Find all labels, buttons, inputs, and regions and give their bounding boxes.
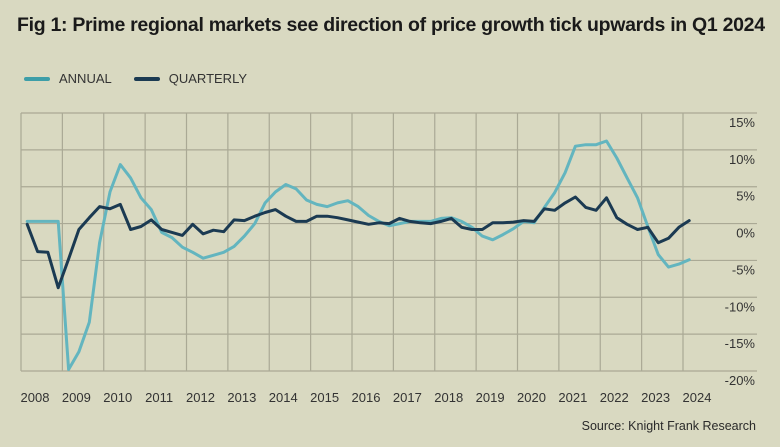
y-tick-label: 10%: [729, 152, 755, 167]
y-axis-ticks: 15% 10% 5% 0% -5% -10% -15% -20%: [725, 115, 756, 388]
source-note: Source: Knight Frank Research: [581, 419, 756, 433]
x-tick-label: 2015: [310, 390, 339, 405]
x-tick-label: 2019: [476, 390, 505, 405]
x-tick-label: 2009: [62, 390, 91, 405]
x-tick-label: 2008: [21, 390, 50, 405]
x-tick-label: 2014: [269, 390, 298, 405]
x-tick-label: 2017: [393, 390, 422, 405]
x-axis-ticks: 2008 2009 2010 2011 2012 2013 2014 2015 2016 2017…: [21, 390, 712, 405]
series-line-annual: [25, 139, 691, 371]
legend-label-annual: ANNUAL: [59, 71, 112, 86]
x-tick-label: 2020: [517, 390, 546, 405]
series-lines: [25, 139, 691, 371]
gridlines: [20, 112, 757, 372]
x-tick-label: 2018: [434, 390, 463, 405]
series-line-quarterly: [25, 195, 691, 290]
x-tick-label: 2011: [145, 390, 173, 405]
legend-swatch-annual: [24, 76, 50, 81]
x-tick-label: 2012: [186, 390, 215, 405]
x-tick-label: 2016: [352, 390, 381, 405]
x-tick-label: 2010: [103, 390, 132, 405]
y-tick-label: 15%: [729, 115, 755, 130]
y-tick-label: 0%: [736, 226, 755, 241]
legend-item-quarterly: QUARTERLY: [133, 71, 248, 86]
y-tick-label: 5%: [736, 189, 755, 204]
y-tick-label: -20%: [725, 373, 756, 388]
legend-item-annual: ANNUAL: [24, 71, 112, 86]
x-tick-label: 2013: [227, 390, 256, 405]
x-tick-label: 2022: [600, 390, 629, 405]
chart-title: Fig 1: Prime regional markets see direct…: [17, 14, 765, 36]
x-tick-label: 2023: [641, 390, 670, 405]
x-tick-label: 2021: [558, 390, 587, 405]
legend-swatch-quarterly: [133, 76, 160, 81]
y-tick-label: -15%: [725, 336, 756, 351]
legend-label-quarterly: QUARTERLY: [168, 71, 248, 86]
y-tick-label: -10%: [725, 299, 756, 314]
y-tick-label: -5%: [732, 262, 756, 277]
x-tick-label: 2024: [683, 390, 712, 405]
legend: ANNUAL QUARTERLY: [24, 71, 269, 86]
